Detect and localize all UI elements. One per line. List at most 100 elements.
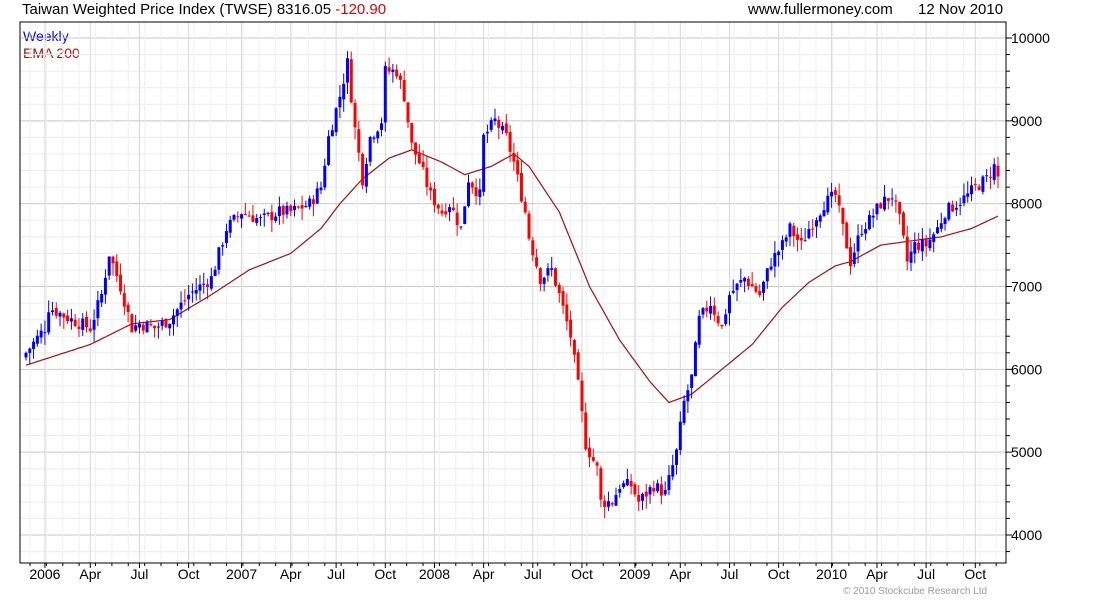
candle-body <box>372 137 376 139</box>
candle-body <box>754 286 758 292</box>
candle-body <box>913 242 917 254</box>
x-tick-label: 2007 <box>226 566 257 582</box>
candle-body <box>92 319 96 330</box>
x-tick-label: Oct <box>768 566 790 582</box>
candle-body <box>727 295 731 314</box>
x-tick-label: Oct <box>178 566 200 582</box>
candle-body <box>232 215 236 220</box>
candle-body <box>633 484 637 495</box>
candle-body <box>330 130 334 137</box>
candle-body <box>947 202 951 220</box>
candle-body <box>618 488 622 493</box>
candle-body <box>43 332 47 334</box>
candle-body <box>939 223 943 229</box>
candle-body <box>368 137 372 162</box>
candle-body <box>690 374 694 389</box>
candle-body <box>905 236 909 262</box>
candle-body <box>837 195 841 206</box>
candle-body <box>625 479 629 486</box>
candle-body <box>773 252 777 267</box>
candle-body <box>293 205 297 210</box>
candle-body <box>909 251 913 263</box>
candle-body <box>777 251 781 256</box>
x-tick-label: 2010 <box>816 566 847 582</box>
x-tick-label: Jul <box>131 566 149 582</box>
candle-body <box>467 182 471 207</box>
x-tick-label: Oct <box>964 566 986 582</box>
x-tick-label: Jul <box>917 566 935 582</box>
candle-body <box>448 207 452 213</box>
candle-body <box>985 175 989 177</box>
candle-body <box>875 203 879 215</box>
candle-body <box>47 312 51 333</box>
candle-body <box>338 96 342 108</box>
candle-body <box>376 131 380 139</box>
x-tick-label: Apr <box>669 566 691 582</box>
candle-body <box>648 487 652 495</box>
x-tick-label: Jul <box>721 566 739 582</box>
candle-body <box>890 198 894 200</box>
candle-body <box>504 123 508 134</box>
candle-body <box>508 132 512 152</box>
candle-body <box>852 252 856 265</box>
candle-body <box>206 284 210 287</box>
candle-body <box>168 323 172 329</box>
candle-body <box>603 500 607 507</box>
candle-body <box>134 325 138 331</box>
candle-body <box>281 205 285 215</box>
candle-body <box>584 412 588 450</box>
candle-body <box>179 302 183 310</box>
candle-body <box>285 205 289 215</box>
candle-body <box>119 274 123 292</box>
y-tick-label: 9000 <box>1011 113 1042 129</box>
candle-body <box>470 182 474 188</box>
candle-body <box>497 119 501 128</box>
candle-body <box>35 335 39 344</box>
candle-body <box>187 294 191 300</box>
candle-body <box>107 256 111 276</box>
candle-body <box>833 190 837 195</box>
candle-body <box>308 198 312 207</box>
candle-body <box>519 172 523 202</box>
candle-body <box>436 204 440 209</box>
candle-body <box>535 257 539 267</box>
candle-body <box>255 218 259 223</box>
candle-body <box>209 276 213 289</box>
x-tick-label: 2006 <box>29 566 60 582</box>
y-tick-label: 6000 <box>1011 361 1042 377</box>
candle-body <box>69 318 73 322</box>
candle-body <box>697 315 701 345</box>
candle-body <box>622 483 626 488</box>
candle-body <box>126 304 130 312</box>
candle-body <box>345 58 349 83</box>
y-tick-label: 4000 <box>1011 527 1042 543</box>
candle-body <box>663 489 667 495</box>
candle-body <box>54 307 58 316</box>
candle-body <box>62 313 66 318</box>
candle-body <box>735 283 739 291</box>
candle-body <box>830 191 834 197</box>
candle-body <box>224 231 228 244</box>
candle-body <box>501 125 505 131</box>
candle-body <box>395 69 399 77</box>
candle-body <box>720 324 724 327</box>
candle-body <box>455 212 459 226</box>
candle-body <box>406 102 410 123</box>
candle-body <box>591 457 595 461</box>
candle-body <box>762 281 766 293</box>
candle-body <box>304 205 308 207</box>
candle-body <box>973 183 977 185</box>
candle-body <box>58 312 62 317</box>
candle-body <box>361 153 365 186</box>
candle-body <box>958 204 962 206</box>
candle-body <box>678 421 682 450</box>
x-tick-label: Oct <box>571 566 593 582</box>
candle-body <box>485 131 489 134</box>
candle-body <box>644 491 648 497</box>
candle-body <box>671 465 675 477</box>
candle-body <box>516 160 520 175</box>
candle-body <box>274 216 278 221</box>
candle-body <box>954 207 958 210</box>
candle-body <box>886 198 890 201</box>
